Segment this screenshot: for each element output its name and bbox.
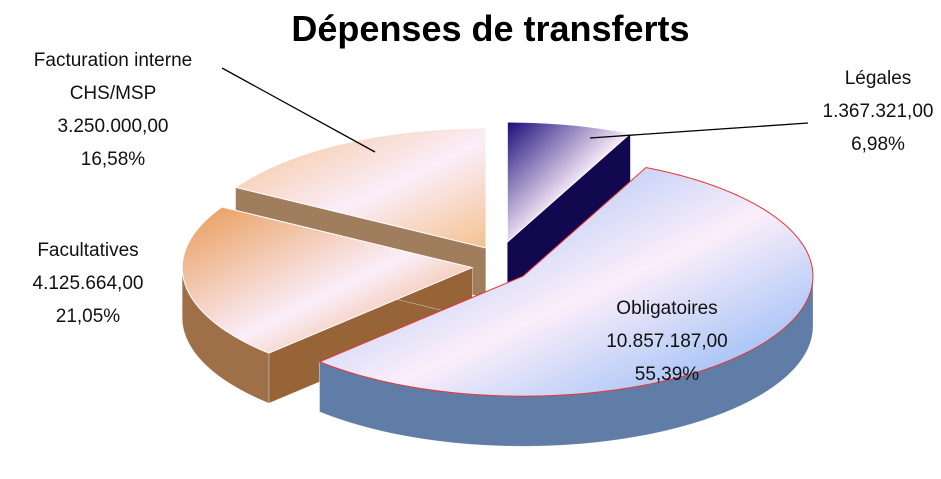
slice-label: Facultatives 4.125.664,00 21,05% [0,234,178,333]
value-label: 4.125.664,00 [32,273,144,294]
label-name: Obligatoires [616,298,718,319]
slice [318,166,814,397]
slice-label: Légales 1.367.321,00 6,98% [808,62,941,161]
slice-label: Obligatoires 10.857.187,00 55,39% [567,292,767,391]
percentage-label: 6,98% [851,134,905,155]
value-label: 10.857.187,00 [606,331,728,352]
percentage-label: 21,05% [55,306,121,327]
chart-title: Dépenses de transferts [291,8,690,49]
slice [181,206,474,354]
slice-label: Facturation interne CHS/MSP 3.250.000,00 1… [0,44,228,176]
percentage-label: 16,58% [80,149,146,170]
slice-wall-shade [319,276,813,447]
leader-line [589,122,809,139]
slice [234,127,487,249]
leader-line [221,67,376,153]
slice-side-shade [507,133,631,293]
value-label: 1.367.321,00 [822,101,934,122]
label-name: Légales [844,68,912,89]
label-name: Facultatives [37,240,139,261]
percentage-label: 55,39% [634,364,700,385]
slice-wall-shade [182,267,269,404]
label-name: Facturation interne CHS/MSP [33,50,193,104]
slice [506,121,632,244]
value-label: 3.250.000,00 [57,116,169,137]
